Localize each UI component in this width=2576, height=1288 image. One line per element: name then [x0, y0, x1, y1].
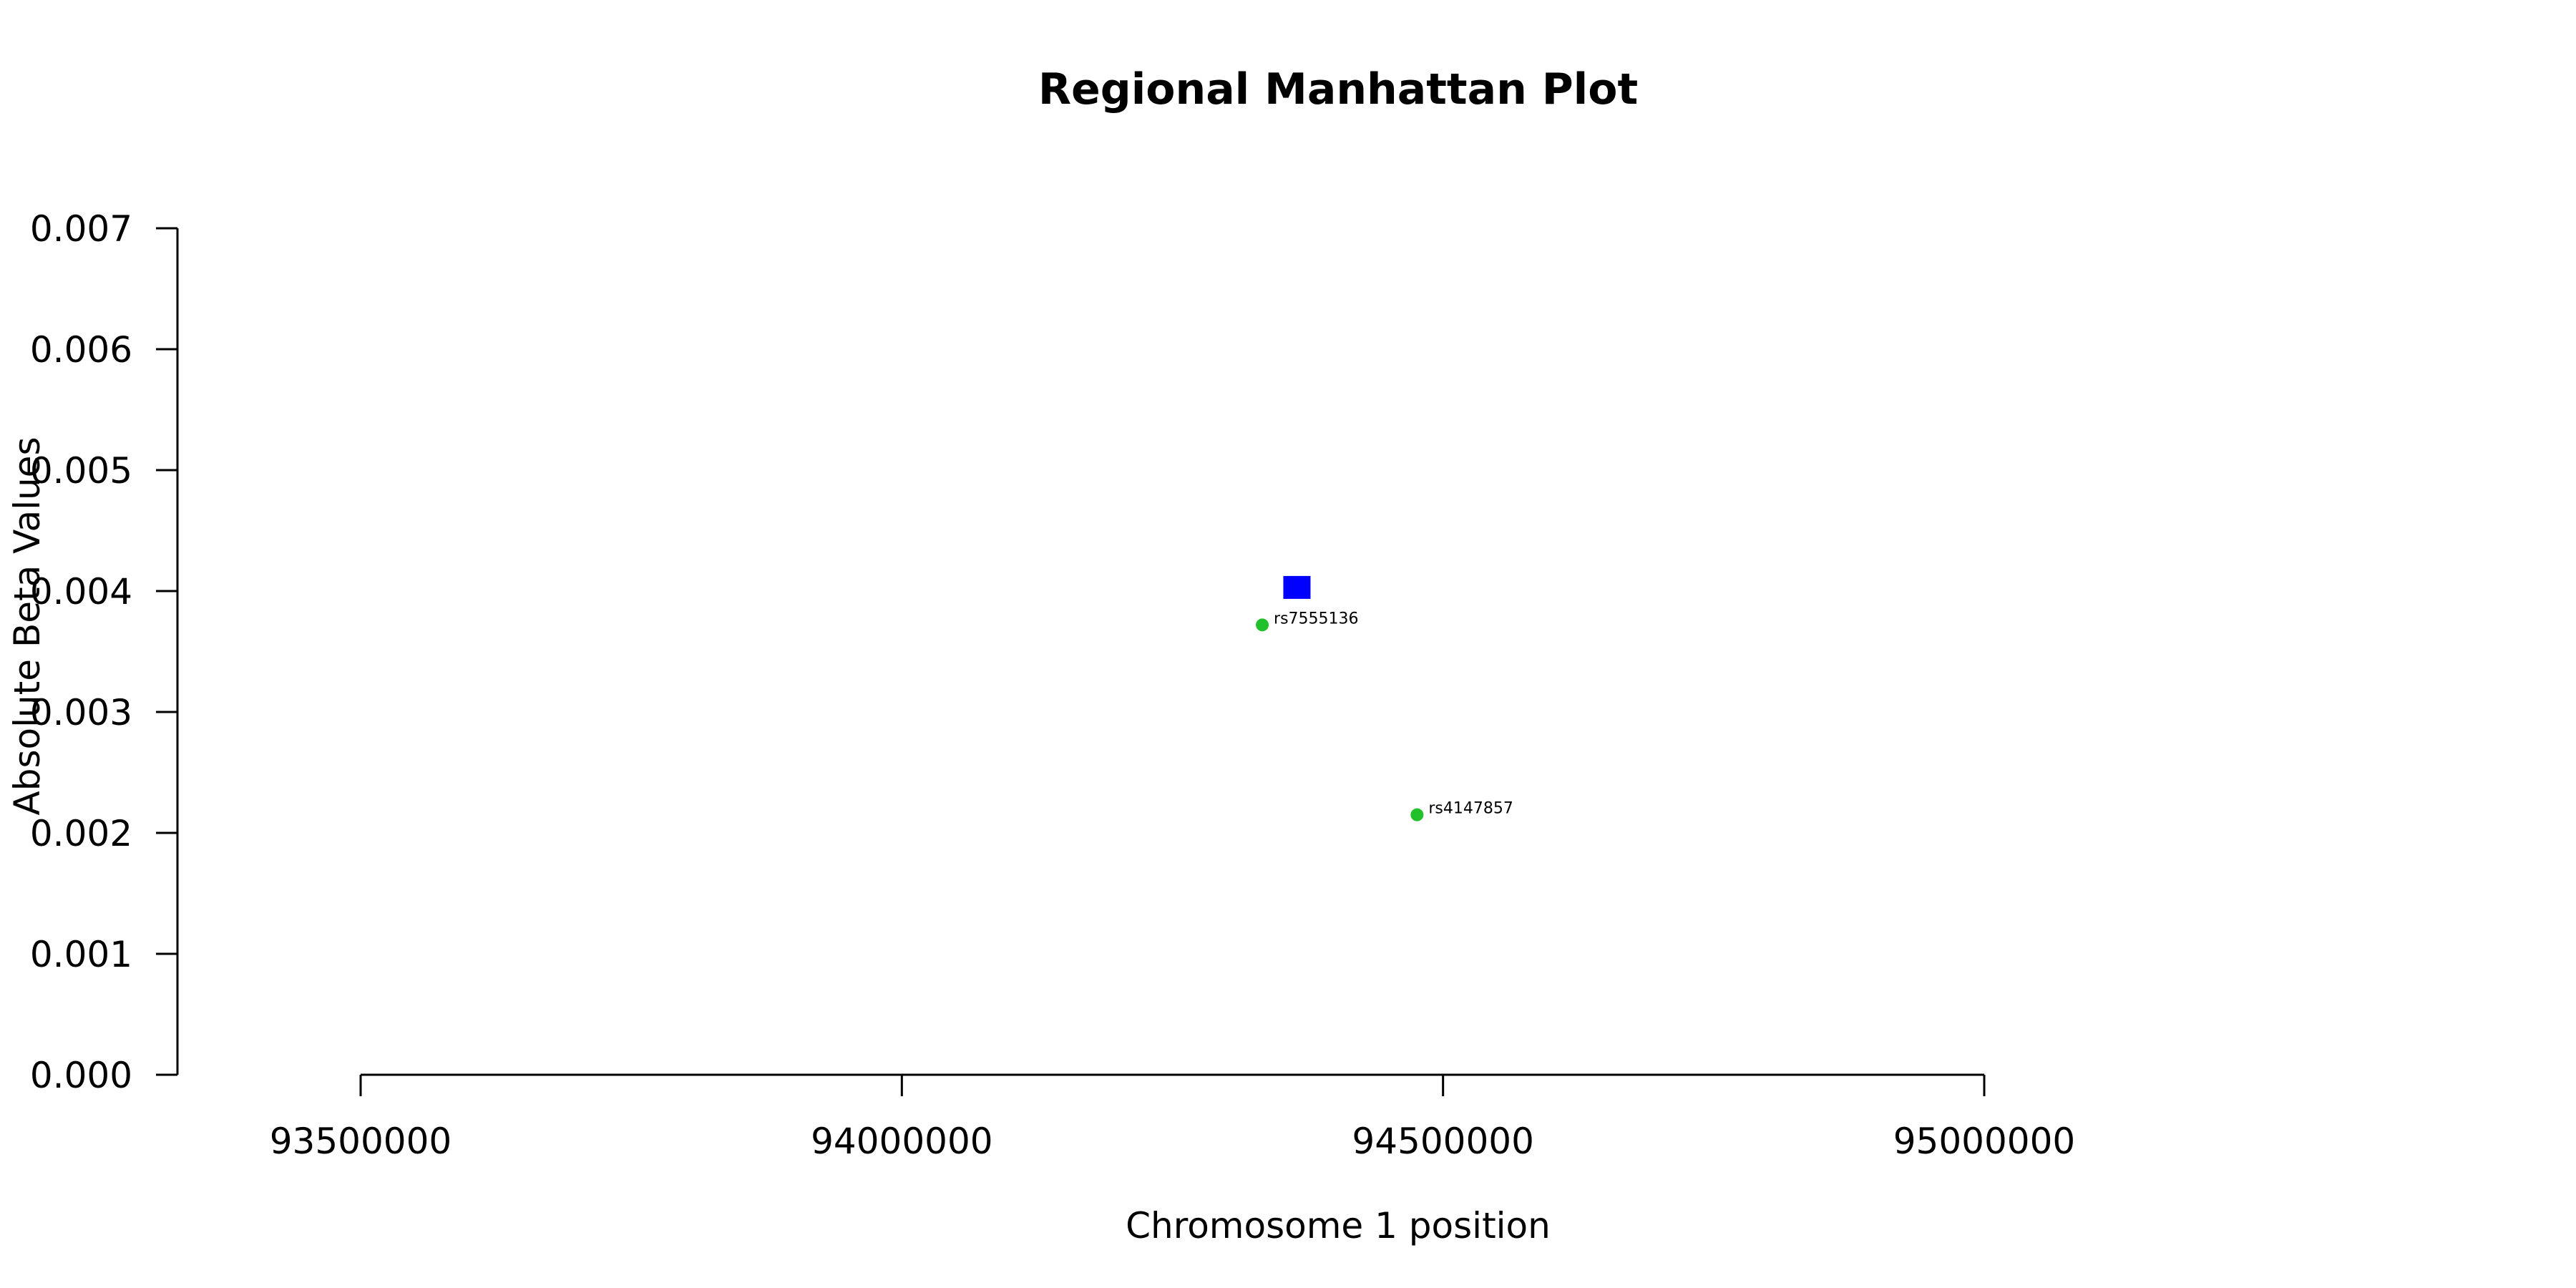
x-axis-ticks: 93500000 94000000 94500000 95000000: [270, 1075, 2076, 1162]
x-tick-label: 95000000: [1893, 1121, 2076, 1162]
snp-label: rs4147857: [1428, 800, 1513, 818]
x-axis-label: Chromosome 1 position: [1126, 1205, 1551, 1246]
y-tick-label: 0.003: [30, 692, 132, 733]
data-points: rs7555136 rs4147857: [1256, 575, 1513, 821]
snp-point: [1256, 618, 1269, 632]
y-tick-label: 0.004: [30, 571, 132, 613]
x-tick-label: 94000000: [811, 1121, 993, 1162]
y-tick-label: 0.005: [30, 450, 132, 492]
lead-snp-marker: [1283, 575, 1311, 599]
x-tick-label: 93500000: [270, 1121, 452, 1162]
snp-label: rs7555136: [1274, 610, 1359, 628]
x-tick-label: 94500000: [1352, 1121, 1534, 1162]
y-tick-label: 0.001: [30, 934, 132, 975]
y-tick-label: 0.000: [30, 1055, 132, 1096]
y-axis-ticks: 0.000 0.001 0.002 0.003 0.004 0.005 0.006 0.007: [30, 208, 177, 1096]
snp-point: [1410, 808, 1424, 821]
y-tick-label: 0.007: [30, 208, 132, 250]
chart-title: Regional Manhattan Plot: [1038, 64, 1638, 114]
y-tick-label: 0.002: [30, 813, 132, 854]
y-tick-label: 0.006: [30, 329, 132, 371]
y-axis-label: Absolute Beta Values: [6, 437, 48, 816]
